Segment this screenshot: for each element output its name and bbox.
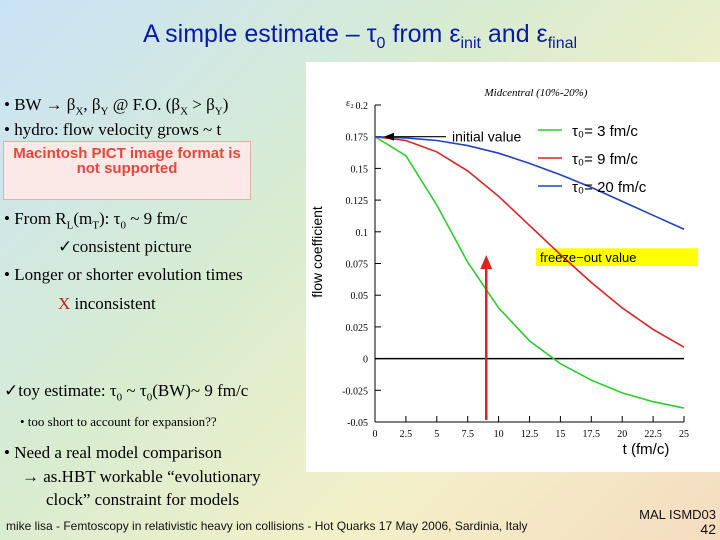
- footer-text: mike lisa - Femtoscopy in relativistic h…: [6, 519, 528, 533]
- x-tick-label: 25: [679, 429, 689, 440]
- bullet-clock-line: clock” constraint for models: [46, 490, 240, 509]
- x-tick-label: 20: [617, 429, 627, 440]
- red-marker-arrowhead: [480, 255, 493, 270]
- initial-value-label: initial value: [452, 129, 521, 145]
- chart-background: [306, 62, 720, 472]
- y-tick-label: 0.2: [356, 101, 369, 112]
- series-line-2: [374, 135, 685, 348]
- mal-label: MAL ISMD03 42: [624, 508, 716, 537]
- x-tick-label: 2.5: [400, 429, 413, 440]
- y-tick-label: 0.025: [346, 323, 369, 334]
- unsupported-image-placeholder: Macintosh PICT image format is not suppo…: [3, 141, 251, 200]
- freeze-out-band: [536, 248, 698, 267]
- x-mark-icon: X: [58, 294, 71, 313]
- initial-value-arrowhead: [384, 132, 394, 141]
- y-axis-label: flow coefficient: [309, 206, 325, 298]
- bullet-need-model: • Need a real model comparison: [4, 443, 222, 462]
- y-tick-label: 0.125: [346, 196, 369, 207]
- slide-title: A simple estimate – τ0 from εinit and εf…: [142, 20, 578, 52]
- freeze-out-label: freeze−out value: [540, 250, 636, 265]
- y-tick-label: -0.05: [347, 418, 368, 429]
- x-tick-label: 10: [494, 429, 504, 440]
- y-axis-short-label: ε₂: [346, 98, 354, 109]
- bullet-bw: • BW → βX, βY @ F.O. (βX > βY): [4, 95, 229, 118]
- y-tick-label: 0.075: [346, 260, 369, 271]
- y-tick-label: 0.15: [351, 164, 369, 175]
- legend-label-2: τ₀= 9 fm/c: [572, 151, 638, 168]
- bullet-hbt-line: → as.HBT workable “evolutionary: [22, 467, 261, 486]
- x-tick-label: 15: [555, 429, 565, 440]
- series-line-3: [374, 135, 685, 230]
- bullet-hydro: • hydro: flow velocity grows ~ t: [4, 120, 222, 139]
- y-tick-label: 0.1: [356, 228, 369, 239]
- legend-label-3: τ₀= 20 fm/c: [572, 179, 647, 196]
- y-tick-label: 0.175: [346, 133, 369, 144]
- y-tick-label: -0.025: [342, 386, 368, 397]
- x-tick-label: 12.5: [521, 429, 539, 440]
- chart-title: Midcentral (10%-20%): [484, 87, 588, 99]
- y-tick-label: 0.05: [351, 291, 369, 302]
- x-tick-label: 22.5: [644, 429, 662, 440]
- y-tick-label: 0: [363, 355, 368, 366]
- sub-bullet-too-short: • too short to account for expansion??: [20, 414, 217, 429]
- x-tick-label: 5: [434, 429, 439, 440]
- bullet-toy-estimate: ✓toy estimate: τ0 ~ τ0(BW)~ 9 fm/c: [4, 381, 249, 404]
- x-tick-label: 17.5: [583, 429, 601, 440]
- check-consistent: ✓consistent picture: [58, 237, 192, 256]
- x-tick-label: 7.5: [461, 429, 474, 440]
- bullet-rl: • From RL(mT): τ0 ~ 9 fm/c: [4, 209, 188, 232]
- flow-coefficient-chart: Midcentral (10%-20%) -0.05 -0.025 0 0.025 0.…: [306, 62, 720, 472]
- x-axis-label: t (fm/c): [623, 441, 670, 458]
- page-number: 42: [700, 521, 716, 537]
- series-line-1: [374, 136, 685, 409]
- x-tick-label: 0: [373, 429, 378, 440]
- inconsistent-line: X inconsistent: [58, 294, 156, 313]
- legend-label-1: τ₀= 3 fm/c: [572, 123, 638, 140]
- bullet-longer-shorter: • Longer or shorter evolution times: [4, 265, 243, 284]
